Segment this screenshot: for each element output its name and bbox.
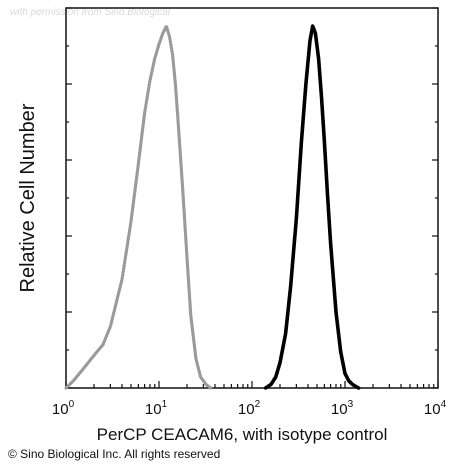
- ceacam6-curve: [263, 24, 361, 390]
- x-tick-label: 101: [145, 399, 168, 418]
- plot-frame: [65, 7, 439, 389]
- copyright-text: © Sino Biological Inc. All rights reserv…: [8, 447, 220, 461]
- x-tick-label-exponent: 2: [255, 399, 261, 410]
- x-tick-label-base: 10: [238, 401, 255, 418]
- isotype-control-curve: [64, 24, 213, 390]
- x-tick-label-exponent: 4: [441, 399, 447, 410]
- x-tick-label-exponent: 3: [348, 399, 354, 410]
- x-tick-label-base: 10: [52, 401, 69, 418]
- x-axis-tick-labels: 100 101 102 103 104: [52, 399, 447, 418]
- y-axis-title: Relative Cell Number: [17, 103, 39, 292]
- x-tick-label-exponent: 0: [69, 399, 75, 410]
- x-tick-label: 100: [52, 399, 75, 418]
- x-tick-label-base: 10: [331, 401, 348, 418]
- x-tick-label-base: 10: [145, 401, 162, 418]
- x-tick-label: 103: [331, 399, 354, 418]
- x-tick-label: 104: [424, 399, 447, 418]
- series-layer: [64, 24, 361, 390]
- y-axis-ticks: [66, 7, 438, 389]
- x-tick-label-exponent: 1: [162, 399, 168, 410]
- x-tick-label: 102: [238, 399, 261, 418]
- x-tick-label-base: 10: [424, 401, 441, 418]
- x-axis-ticks: [65, 381, 439, 388]
- x-axis-title: PerCP CEACAM6, with isotype control: [97, 425, 388, 444]
- watermark-text: with permission from Sino Biological: [10, 7, 171, 18]
